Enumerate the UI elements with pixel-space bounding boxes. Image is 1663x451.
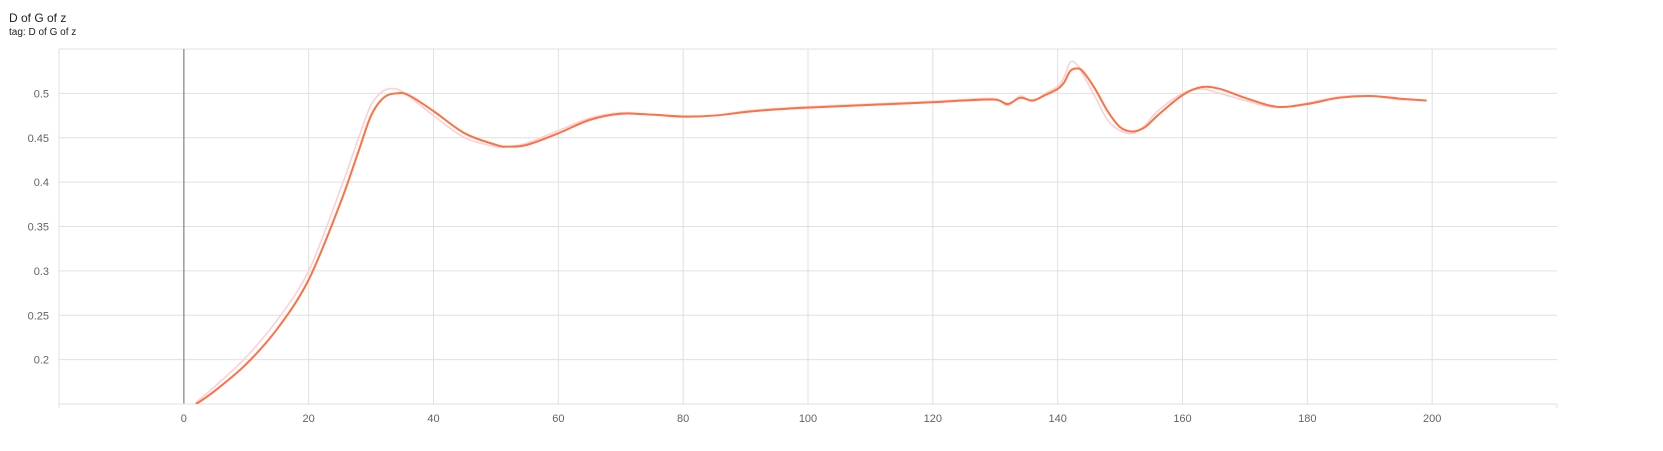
axis-layer [58,49,1558,408]
x-tick-label: 120 [924,413,942,425]
chart-title: D of G of z [9,11,67,25]
x-tick-label: 20 [303,413,315,425]
grid-layer [59,48,1557,404]
y-tick-label: 0.45 [28,133,49,145]
x-tick-label: 160 [1173,413,1191,425]
x-tick-label: 80 [677,413,689,425]
y-tick-label: 0.35 [28,222,49,234]
chart-tag-subtitle: tag: D of G of z [9,27,77,38]
raw-series-line [195,60,1427,403]
y-tick-label: 0.3 [34,266,49,278]
x-tick-label: 100 [799,413,817,425]
x-tick-label: 180 [1298,413,1316,425]
y-tick-label: 0.2 [34,355,49,367]
x-tick-label: 60 [552,413,564,425]
x-tick-label: 200 [1423,413,1441,425]
x-tick-label: 0 [181,413,187,425]
y-tick-label: 0.4 [34,177,49,189]
y-tick-label: 0.5 [34,88,49,100]
y-tick-label: 0.25 [28,310,49,322]
smoothed-series-line [195,67,1427,404]
series-layer [195,60,1427,404]
x-tick-label: 40 [427,413,439,425]
x-tick-label: 140 [1048,413,1066,425]
tick-label-layer: 0.2 0.25 0.3 0.35 0.4 0.45 0.5 0 20 40 60 80 100 120 1… [28,88,1442,425]
